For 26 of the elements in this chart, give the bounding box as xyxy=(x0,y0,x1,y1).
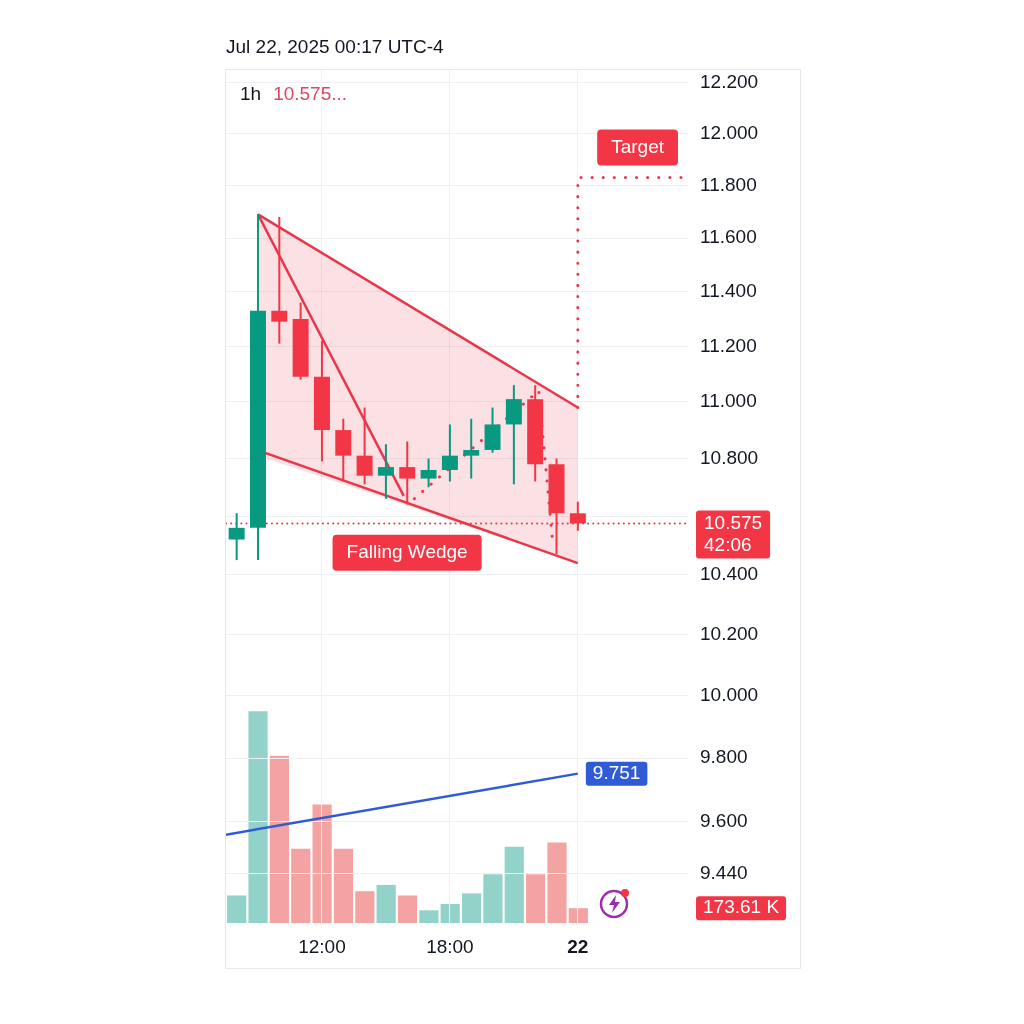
text: 1h xyxy=(240,83,262,105)
y-tick-label: 9.440 xyxy=(700,861,748,883)
y-tick-label: 12.200 xyxy=(700,70,759,92)
y-tick-label: 9.800 xyxy=(700,746,748,768)
x-tick-label: 18:00 xyxy=(426,935,474,957)
y-tick-label: 11.400 xyxy=(700,280,757,302)
y-tick-label: 11.000 xyxy=(700,390,757,412)
ref-line-label: 10.575 xyxy=(704,511,763,533)
y-tick-label: 9.600 xyxy=(700,810,748,831)
y-tick-label: 10.800 xyxy=(700,446,759,468)
y-tick-label: 10.200 xyxy=(700,623,759,645)
annotation: 10.575... xyxy=(273,83,348,105)
x-tick-label: 22 xyxy=(567,935,589,957)
text: 42:06 xyxy=(704,533,752,555)
y-tick-label: 12.000 xyxy=(700,121,759,143)
y-tick-label: 11.800 xyxy=(700,173,757,195)
y-tick-label: 10.000 xyxy=(700,684,759,706)
x-tick-label: 12:00 xyxy=(298,935,346,957)
y-tick-label: 11.200 xyxy=(700,334,757,356)
annotation: Target xyxy=(611,135,665,157)
y-tick-label: 11.600 xyxy=(700,226,757,248)
annotation: Falling Wedge xyxy=(346,541,468,563)
text: 173.61 K xyxy=(703,896,780,918)
y-tick-label: 10.400 xyxy=(700,563,759,585)
data-label: 9.751 xyxy=(592,761,641,783)
text: Jul 22, 2025 00:17 UTC-4 xyxy=(226,36,444,58)
